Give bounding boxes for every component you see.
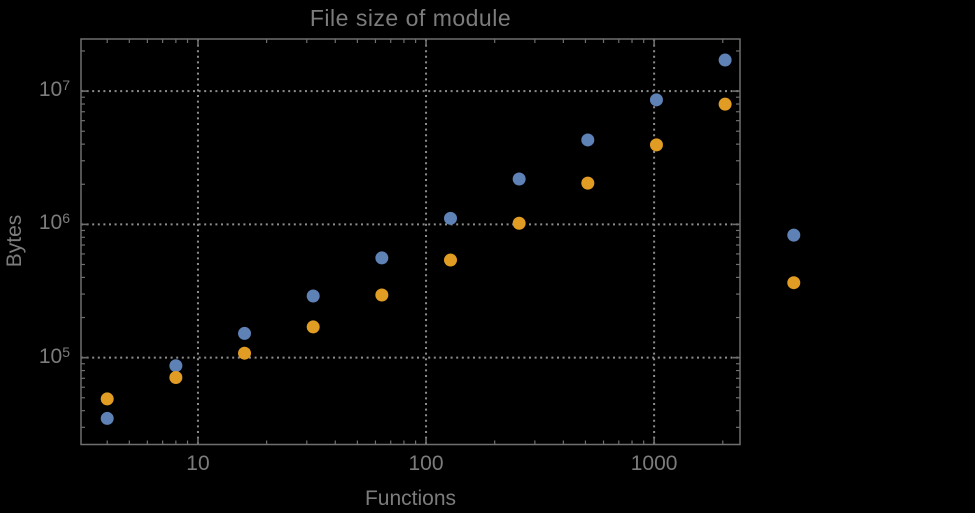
data-point-blue-series: [375, 251, 389, 265]
data-point-blue-series: [169, 359, 183, 373]
data-point-orange-series: [169, 370, 183, 384]
data-point-blue-series: [581, 133, 595, 147]
data-point-orange-series: [375, 288, 389, 302]
y-axis-label: Bytes: [3, 214, 26, 268]
data-point-blue-series: [649, 93, 663, 107]
chart-title: File size of module: [309, 5, 512, 31]
x-tick-label-100: 100: [408, 452, 444, 475]
data-point-orange-series: [787, 276, 801, 290]
data-point-orange-series: [649, 138, 663, 152]
y-tick-label-10e6: 106: [38, 210, 70, 235]
data-point-blue-series: [718, 53, 732, 67]
data-point-orange-series: [238, 346, 252, 360]
data-point-blue-series: [787, 228, 801, 242]
data-point-orange-series: [512, 216, 526, 230]
data-point-blue-series: [100, 411, 114, 425]
data-point-orange-series: [718, 97, 732, 111]
y-tick-label-10e5: 105: [38, 343, 70, 368]
data-point-blue-series: [512, 172, 526, 186]
data-point-orange-series: [443, 253, 457, 267]
data-point-blue-series: [238, 326, 252, 340]
x-axis-label: Functions: [364, 487, 457, 510]
data-point-orange-series: [306, 320, 320, 334]
data-point-blue-series: [443, 211, 457, 225]
data-point-blue-series: [306, 289, 320, 303]
plot-frame: [80, 38, 741, 446]
data-point-orange-series: [581, 176, 595, 190]
data-point-orange-series: [100, 392, 114, 406]
x-tick-label-10: 10: [186, 452, 210, 475]
y-tick-label-10e7: 107: [38, 77, 70, 102]
x-tick-label-1000: 1000: [630, 452, 678, 475]
